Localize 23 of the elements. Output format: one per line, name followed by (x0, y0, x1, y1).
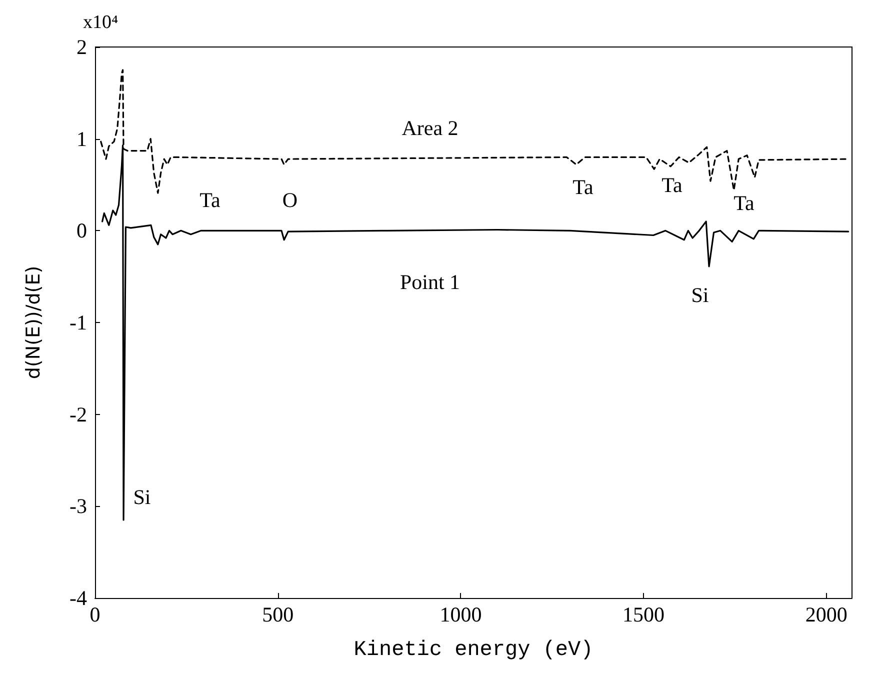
x-axis-title: Kinetic energy (eV) (354, 639, 594, 662)
x-tick-label: 1500 (622, 602, 665, 626)
x-tick-label: 500 (262, 602, 294, 626)
annotation: Point 1 (400, 270, 460, 294)
annotation: O (282, 188, 298, 212)
y-axis-title: d(N(E))/d(E) (22, 266, 44, 380)
x-tick-label: 2000 (805, 602, 848, 626)
annotation: Ta (662, 173, 684, 197)
y-tick-label: -1 (70, 310, 87, 334)
y-tick-label: 0 (76, 218, 87, 243)
annotation: Si (133, 485, 151, 509)
annotation: Si (691, 283, 709, 307)
annotation: Ta (200, 188, 222, 212)
text: x10⁴ (83, 12, 118, 33)
y-tick-label: -4 (70, 586, 88, 610)
y-tick-label: 1 (76, 126, 87, 151)
y-tick-label: -3 (70, 494, 87, 518)
annotation: Area 2 (402, 116, 458, 140)
annotation: Ta (572, 175, 594, 199)
x-tick-label: 1000 (440, 602, 482, 626)
y-tick-label: 2 (76, 35, 87, 59)
annotation: Ta (734, 191, 756, 215)
y-tick-label: -2 (70, 402, 87, 426)
